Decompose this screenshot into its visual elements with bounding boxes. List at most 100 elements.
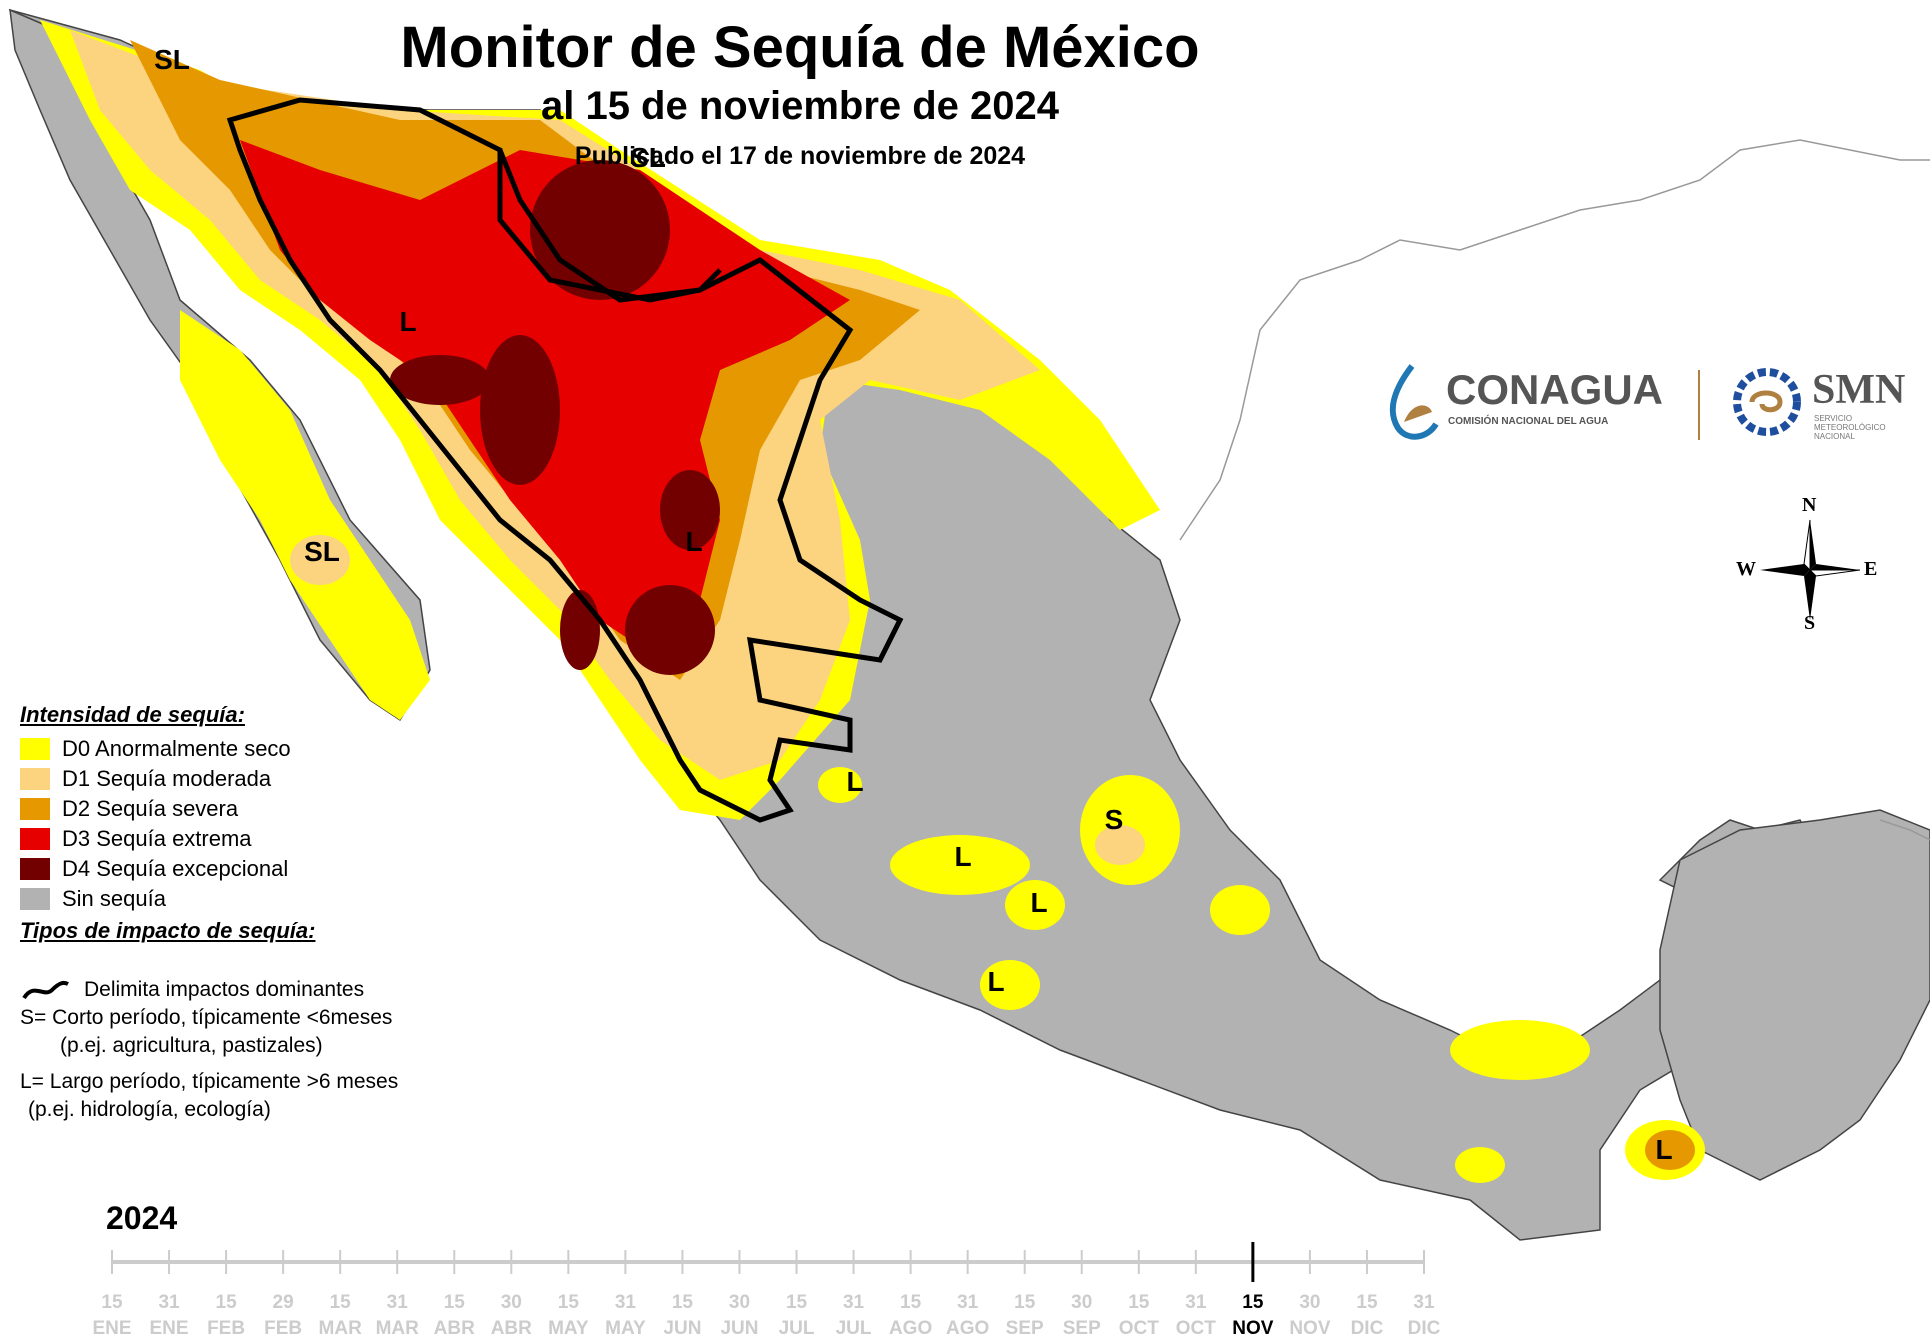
timeline-month-label: JUN: [720, 1318, 758, 1339]
compass-rose: N S W E: [1736, 494, 1880, 640]
map-subtitle: al 15 de noviembre de 2024: [540, 84, 1060, 128]
long-term-examples: (p.ej. hidrología, ecología): [28, 1098, 271, 1121]
d4-durango-2: [625, 585, 715, 675]
smn-subtitle: SERVICIO METEOROLÓGICO NACIONAL: [1814, 414, 1886, 441]
d1-baja-patch: [290, 535, 350, 585]
timeline-day-label: 31: [615, 1292, 637, 1313]
impact-label: L: [987, 966, 1005, 997]
d0-veracruz: [1210, 885, 1270, 935]
legend-rows: D0 Anormalmente seco D1 Sequía moderada D2…: [20, 734, 315, 914]
impact-label: L: [399, 306, 417, 337]
conagua-subtitle: COMISIÓN NACIONAL DEL AGUA: [1448, 416, 1609, 427]
timeline-month-label: JUL: [779, 1318, 815, 1339]
timeline-month-label: FEB: [207, 1318, 245, 1339]
timeline-day-label: 30: [501, 1292, 522, 1313]
legend-item: D4 Sequía excepcional: [20, 854, 315, 884]
timeline-month-label: SEP: [1063, 1318, 1101, 1339]
legend-swatch: [20, 798, 50, 820]
conagua-emblem-icon: [1389, 364, 1439, 440]
publication-date: Publicado el 17 de noviembre de 2024: [574, 142, 1026, 170]
timeline-day-label: 31: [158, 1292, 180, 1313]
compass-star-icon: [1760, 519, 1861, 620]
d0-chiapas: [1455, 1147, 1505, 1183]
smn-emblem-icon: [1733, 368, 1801, 436]
impact-label: SL: [154, 44, 190, 75]
legend-label: D0 Anormalmente seco: [62, 736, 291, 761]
timeline-month-label: AGO: [946, 1318, 989, 1339]
compass-w: W: [1736, 558, 1756, 580]
timeline-day-label: 15: [101, 1292, 123, 1313]
d0-guanajuato: [1005, 880, 1065, 930]
timeline-month-label: JUL: [836, 1318, 872, 1339]
timeline-day-label: 30: [1071, 1292, 1092, 1313]
d4-sinaloa: [560, 590, 600, 670]
legend-swatch: [20, 738, 50, 760]
legend: Intensidad de sequía: D0 Anormalmente se…: [20, 702, 315, 944]
long-term-label: L= Largo período, típicamente >6 meses: [20, 1070, 399, 1093]
timeline-year: 2024: [106, 1200, 178, 1236]
impact-label: S: [1104, 804, 1124, 835]
compass-n: N: [1802, 494, 1817, 516]
timeline-month-label: ABR: [434, 1318, 475, 1339]
timeline-day-label: 15: [558, 1292, 580, 1313]
timeline-month-label: DIC: [1408, 1318, 1441, 1339]
timeline-day-label: 15: [786, 1292, 808, 1313]
d0-tabasco: [1450, 1020, 1590, 1080]
legend-label: D1 Sequía moderada: [62, 766, 272, 791]
impact-label: L: [954, 841, 972, 872]
timeline-month-label: FEB: [264, 1318, 302, 1339]
conagua-name: CONAGUA: [1446, 366, 1663, 413]
legend-swatch: [20, 888, 50, 910]
smn-subtitle-1: SERVICIO: [1814, 414, 1853, 423]
timeline-day-label: 29: [273, 1292, 294, 1313]
legend-item: D0 Anormalmente seco: [20, 734, 315, 764]
timeline-day-label: 15: [1356, 1292, 1378, 1313]
timeline-month-label: NOV: [1232, 1318, 1274, 1339]
d1-hidalgo: [1095, 825, 1145, 865]
timeline-day-label: 15: [1014, 1292, 1036, 1313]
timeline-month-label: OCT: [1119, 1318, 1160, 1339]
timeline-day-label: 15: [1242, 1292, 1264, 1313]
legend-label: Sin sequía: [62, 886, 166, 911]
timeline-day-label: 15: [672, 1292, 694, 1313]
timeline-month-label: AGO: [889, 1318, 932, 1339]
legend-intensity-heading: Intensidad de sequía:: [20, 702, 245, 727]
d0-jalisco: [890, 835, 1030, 895]
impact-label: SL: [304, 536, 340, 567]
compass-e: E: [1864, 558, 1878, 580]
legend-label: D2 Sequía severa: [62, 796, 239, 821]
d2-quintana: [1645, 1130, 1695, 1170]
impact-label: L: [1030, 887, 1048, 918]
timeline-day-label: 31: [1413, 1292, 1435, 1313]
impact-boundary-north: [497, 149, 722, 303]
legend-item: Sin sequía: [20, 884, 315, 914]
impact-line-label: Delimita impactos dominantes: [84, 978, 365, 1001]
timeline-day-label: 30: [1299, 1292, 1320, 1313]
map-title: Monitor de Sequía de México: [400, 15, 1200, 80]
legend-swatch: [20, 828, 50, 850]
impact-label: SL: [630, 142, 666, 173]
legend-label: D4 Sequía excepcional: [62, 856, 289, 881]
d0-baja: [180, 310, 430, 720]
impact-boundary: [226, 97, 904, 823]
timeline-month-label: MAY: [605, 1318, 646, 1339]
us-gulf-coast: [1179, 139, 1930, 541]
d4-sonora: [390, 355, 490, 405]
legend-item: D1 Sequía moderada: [20, 764, 315, 794]
impact-label: L: [1655, 1134, 1673, 1165]
compass-s: S: [1804, 612, 1816, 634]
timeline-day-label: 30: [729, 1292, 750, 1313]
timeline-day-label: 31: [1185, 1292, 1207, 1313]
d0-nayarit: [818, 767, 862, 803]
smn-name: SMN: [1812, 367, 1906, 413]
timeline-month-label: ENE: [92, 1318, 131, 1339]
timeline: 15 ENE 31 ENE 15 FEB 29 FEB 15 MAR 31 MAR 15 ABR 30 ABR…: [92, 1242, 1441, 1339]
short-term-label: S= Corto período, típicamente <6meses: [20, 1006, 393, 1029]
short-term-examples: (p.ej. agricultura, pastizales): [60, 1034, 323, 1057]
timeline-day-label: 15: [1128, 1292, 1150, 1313]
legend-swatch: [20, 768, 50, 790]
cuba-outline: [1879, 819, 1930, 841]
legend-item: D3 Sequía extrema: [20, 824, 315, 854]
timeline-day-label: 15: [216, 1292, 238, 1313]
